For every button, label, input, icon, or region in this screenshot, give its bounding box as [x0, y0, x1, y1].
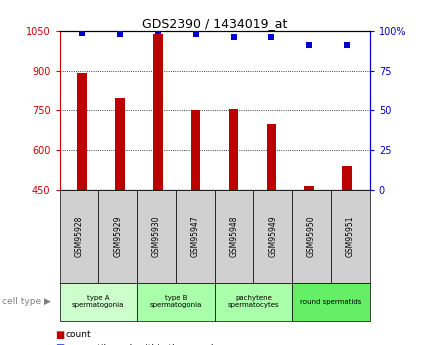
Title: GDS2390 / 1434019_at: GDS2390 / 1434019_at — [142, 17, 287, 30]
Text: percentile rank within the sample: percentile rank within the sample — [66, 344, 219, 345]
Text: type A
spermatogonia: type A spermatogonia — [72, 295, 125, 308]
Text: round spermatids: round spermatids — [300, 299, 362, 305]
Bar — [115, 99, 125, 190]
Text: GSM95949: GSM95949 — [268, 216, 277, 257]
Text: ■: ■ — [55, 344, 65, 345]
Bar — [266, 124, 276, 190]
Text: GSM95929: GSM95929 — [113, 216, 122, 257]
Text: type B
spermatogonia: type B spermatogonia — [150, 295, 202, 308]
Text: GSM95947: GSM95947 — [191, 216, 200, 257]
Bar — [342, 166, 352, 190]
Bar — [153, 34, 163, 190]
Text: GSM95951: GSM95951 — [346, 216, 355, 257]
Bar — [77, 72, 87, 190]
Point — [116, 31, 123, 37]
Text: cell type ▶: cell type ▶ — [2, 297, 51, 306]
Text: pachytene
spermatocytes: pachytene spermatocytes — [228, 295, 279, 308]
Bar — [191, 110, 201, 190]
Bar — [229, 109, 238, 190]
Text: GSM95948: GSM95948 — [230, 216, 238, 257]
Text: ■: ■ — [55, 330, 65, 339]
Text: GSM95950: GSM95950 — [307, 216, 316, 257]
Text: count: count — [66, 330, 91, 339]
Point — [344, 42, 351, 48]
Point — [79, 30, 85, 36]
Bar — [304, 186, 314, 190]
Point — [230, 34, 237, 40]
Point — [192, 31, 199, 37]
Text: GSM95928: GSM95928 — [74, 216, 83, 257]
Point — [268, 34, 275, 40]
Point — [306, 42, 313, 48]
Text: GSM95930: GSM95930 — [152, 216, 161, 257]
Point — [154, 28, 161, 34]
